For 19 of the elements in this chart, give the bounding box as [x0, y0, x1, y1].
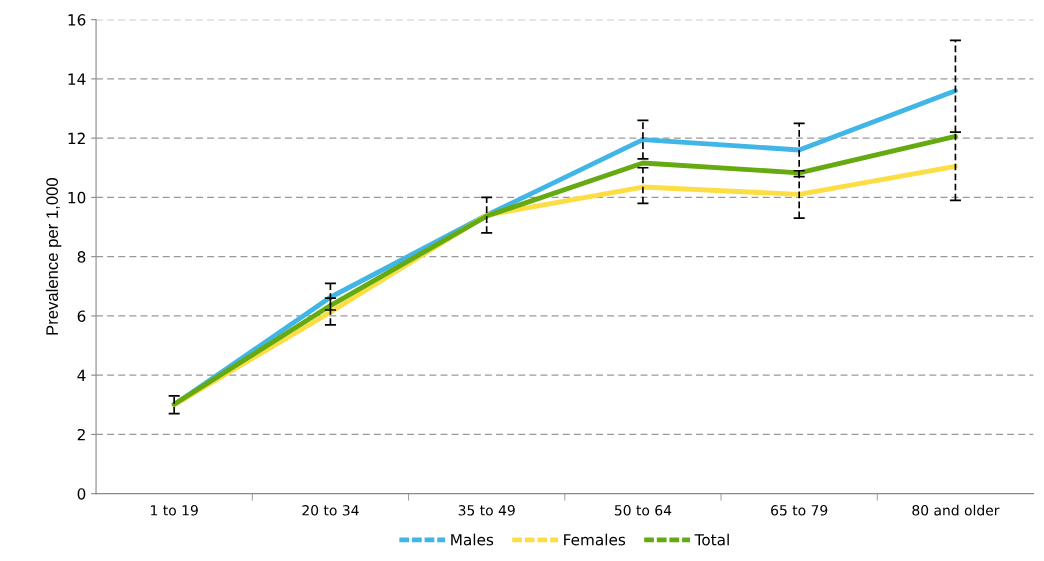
y-tick-label: 4 [77, 369, 86, 381]
legend-label: Total [694, 533, 729, 546]
y-tick-label: 6 [77, 310, 86, 322]
y-axis-title: Prevalence per 1,000 [45, 178, 62, 335]
y-tick-label: 10 [68, 191, 86, 204]
x-tick-label: 80 and older [912, 504, 1000, 516]
y-tick-label: 12 [68, 132, 85, 144]
y-tick-label: 2 [77, 428, 85, 441]
x-tick-label: 20 to 34 [302, 505, 359, 516]
y-tick-label: 8 [77, 251, 86, 263]
x-tick-label: 65 to 79 [771, 505, 828, 516]
y-tick-label: 16 [68, 14, 86, 26]
y-tick-label: 14 [68, 73, 86, 85]
x-tick-label: 50 to 64 [614, 505, 672, 516]
x-tick-label: 1 to 19 [151, 505, 198, 516]
y-tick-label: 0 [77, 488, 86, 500]
legend-label: Females [564, 533, 626, 546]
x-tick-label: 35 to 49 [458, 505, 515, 516]
legend-label: Males [451, 533, 494, 546]
